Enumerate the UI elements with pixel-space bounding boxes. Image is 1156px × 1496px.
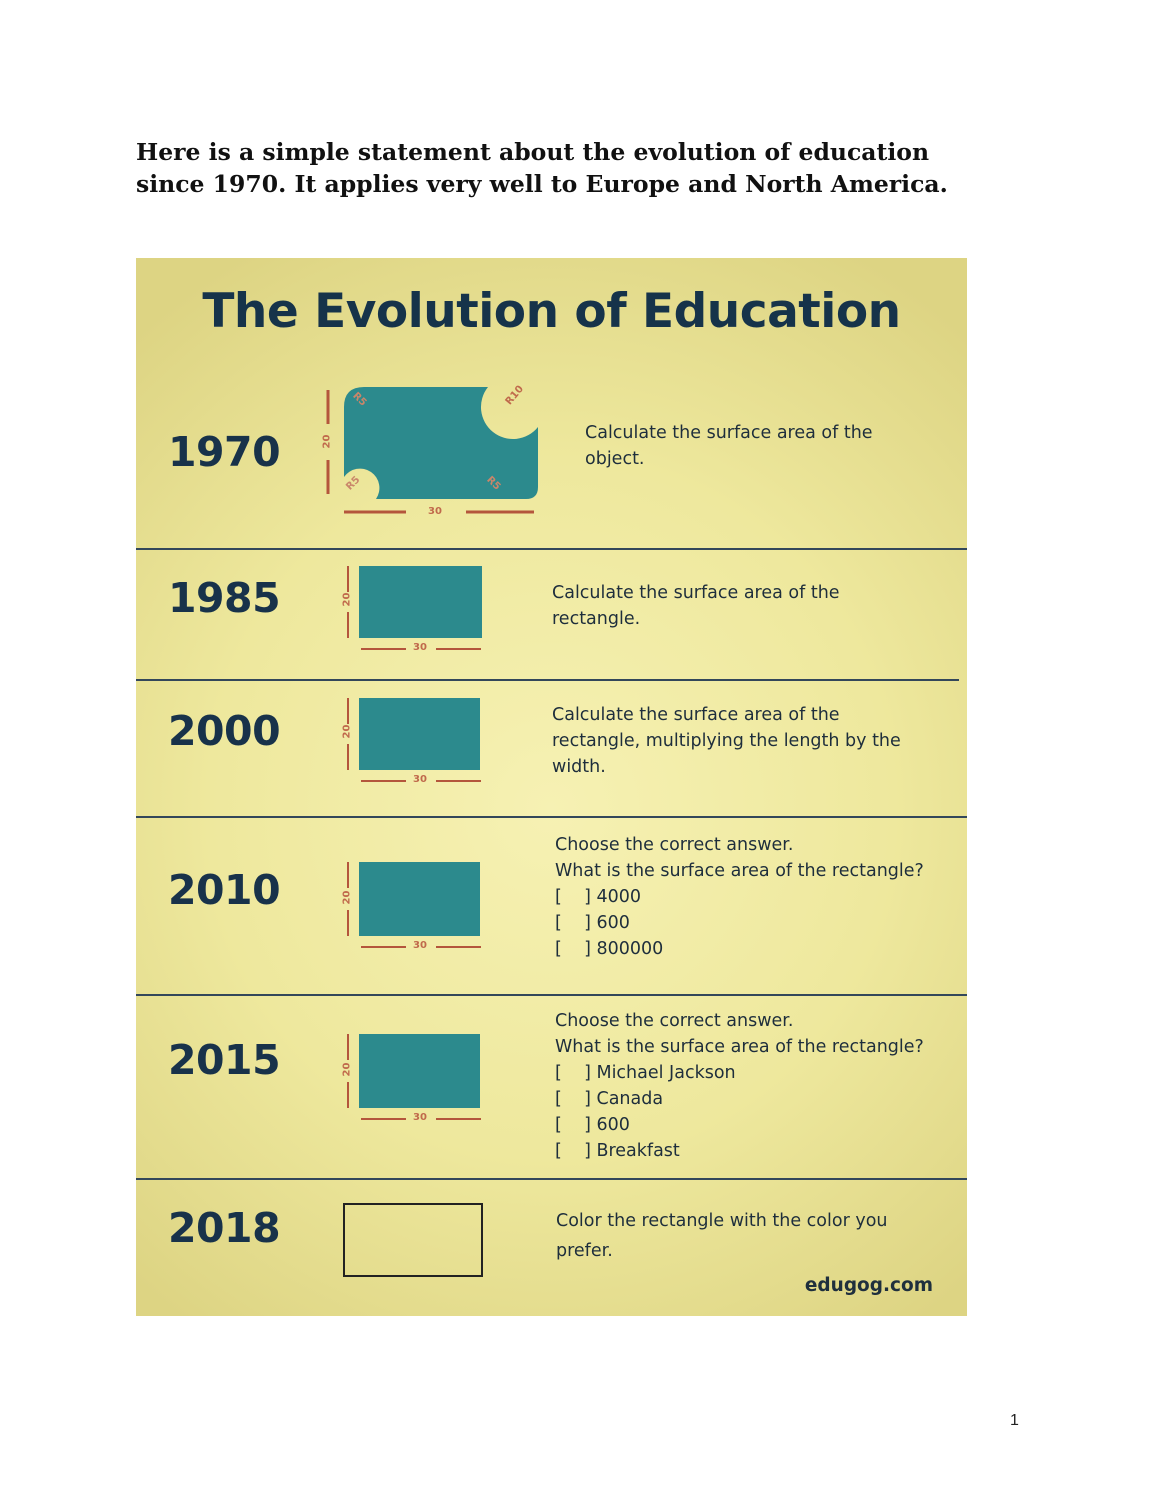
- dim-line: [361, 946, 406, 948]
- task-line: rectangle, multiplying the length by the: [552, 731, 901, 751]
- complex-object-shape: [326, 387, 538, 514]
- row-divider: [136, 548, 967, 550]
- row-divider: [136, 816, 967, 818]
- dim-line: [436, 946, 481, 948]
- complex-object-figure: 20 30 R10 R5 R5 R5: [316, 382, 546, 522]
- dim-line: [347, 1034, 349, 1060]
- dim-line: [436, 648, 481, 650]
- dim-height-label: 20: [341, 890, 353, 905]
- year-1985: 1985: [168, 574, 281, 622]
- teal-rectangle: [359, 698, 480, 770]
- answer-option: [ ] 4000: [555, 887, 642, 907]
- dim-line: [361, 780, 406, 782]
- row-divider: [136, 1178, 967, 1180]
- dim-width-label: 30: [413, 940, 427, 951]
- answer-option: [ ] 600: [555, 913, 630, 933]
- task-line: Choose the correct answer.: [555, 1011, 794, 1031]
- answer-option: [ ] Breakfast: [555, 1141, 680, 1161]
- answer-option: [ ] Canada: [555, 1089, 664, 1109]
- task-line: object.: [585, 449, 645, 469]
- task-line: prefer.: [556, 1241, 613, 1261]
- answer-option: [ ] 800000: [555, 939, 664, 959]
- dim-line: [361, 648, 406, 650]
- task-line: What is the surface area of the rectangl…: [555, 861, 924, 881]
- poster-credit: edugog.com: [804, 1275, 933, 1296]
- dim-line: [347, 862, 349, 888]
- answer-option: [ ] 600: [555, 1115, 630, 1135]
- rectangle-figure: 20 30: [341, 564, 486, 660]
- dim-line: [347, 612, 349, 638]
- poster-title: The Evolution of Education: [202, 284, 901, 339]
- task-2000: Calculate the surface area of the rectan…: [552, 702, 901, 780]
- task-line: Color the rectangle with the color you: [556, 1211, 888, 1231]
- task-line: Calculate the surface area of the: [585, 423, 873, 443]
- dim-line: [347, 910, 349, 936]
- rectangle-figure: 20 30: [341, 696, 486, 792]
- dim-line: [347, 744, 349, 770]
- task-line: Calculate the surface area of the: [552, 583, 840, 603]
- task-line: rectangle.: [552, 609, 641, 629]
- task-2010: Choose the correct answer. What is the s…: [555, 832, 924, 962]
- dim-width-label: 30: [413, 774, 427, 785]
- year-1970: 1970: [168, 428, 281, 476]
- intro-line-2: since 1970. It applies very well to Euro…: [136, 170, 948, 198]
- task-1970: Calculate the surface area of the object…: [585, 420, 873, 472]
- teal-rectangle: [359, 1034, 480, 1108]
- answer-option: [ ] Michael Jackson: [555, 1063, 736, 1083]
- task-line: width.: [552, 757, 606, 777]
- dim-width-label: 30: [428, 506, 442, 517]
- dim-line: [347, 698, 349, 724]
- year-2018: 2018: [168, 1204, 281, 1252]
- empty-rectangle: [343, 1203, 483, 1277]
- task-line: What is the surface area of the rectangl…: [555, 1037, 924, 1057]
- dim-width-label: 30: [413, 642, 427, 653]
- dim-line: [436, 1118, 481, 1120]
- dim-line: [361, 1118, 406, 1120]
- task-2015: Choose the correct answer. What is the s…: [555, 1008, 924, 1164]
- teal-rectangle: [359, 566, 482, 638]
- dim-line: [347, 566, 349, 592]
- dim-height-label: 20: [341, 1062, 353, 1077]
- task-1985: Calculate the surface area of the rectan…: [552, 580, 840, 632]
- row-divider: [136, 679, 959, 681]
- page-number: 1: [1010, 1412, 1019, 1429]
- dim-height-label: 20: [321, 434, 333, 449]
- task-2018: Color the rectangle with the color you p…: [556, 1206, 888, 1266]
- year-2015: 2015: [168, 1036, 281, 1084]
- year-2010: 2010: [168, 866, 281, 914]
- evolution-poster: The Evolution of Education 1970 20 30 R1…: [136, 258, 967, 1316]
- rectangle-figure: 20 30: [341, 1032, 486, 1128]
- task-line: Calculate the surface area of the: [552, 705, 840, 725]
- rectangle-figure: 20 30: [341, 860, 486, 956]
- dim-width-label: 30: [413, 1112, 427, 1123]
- teal-rectangle: [359, 862, 480, 936]
- task-line: Choose the correct answer.: [555, 835, 794, 855]
- year-2000: 2000: [168, 707, 281, 755]
- row-divider: [136, 994, 967, 996]
- intro-text: Here is a simple statement about the evo…: [136, 136, 1036, 200]
- dim-line: [347, 1082, 349, 1108]
- intro-line-1: Here is a simple statement about the evo…: [136, 138, 930, 166]
- dim-height-label: 20: [341, 724, 353, 739]
- dim-line: [436, 780, 481, 782]
- dim-height-label: 20: [341, 592, 353, 607]
